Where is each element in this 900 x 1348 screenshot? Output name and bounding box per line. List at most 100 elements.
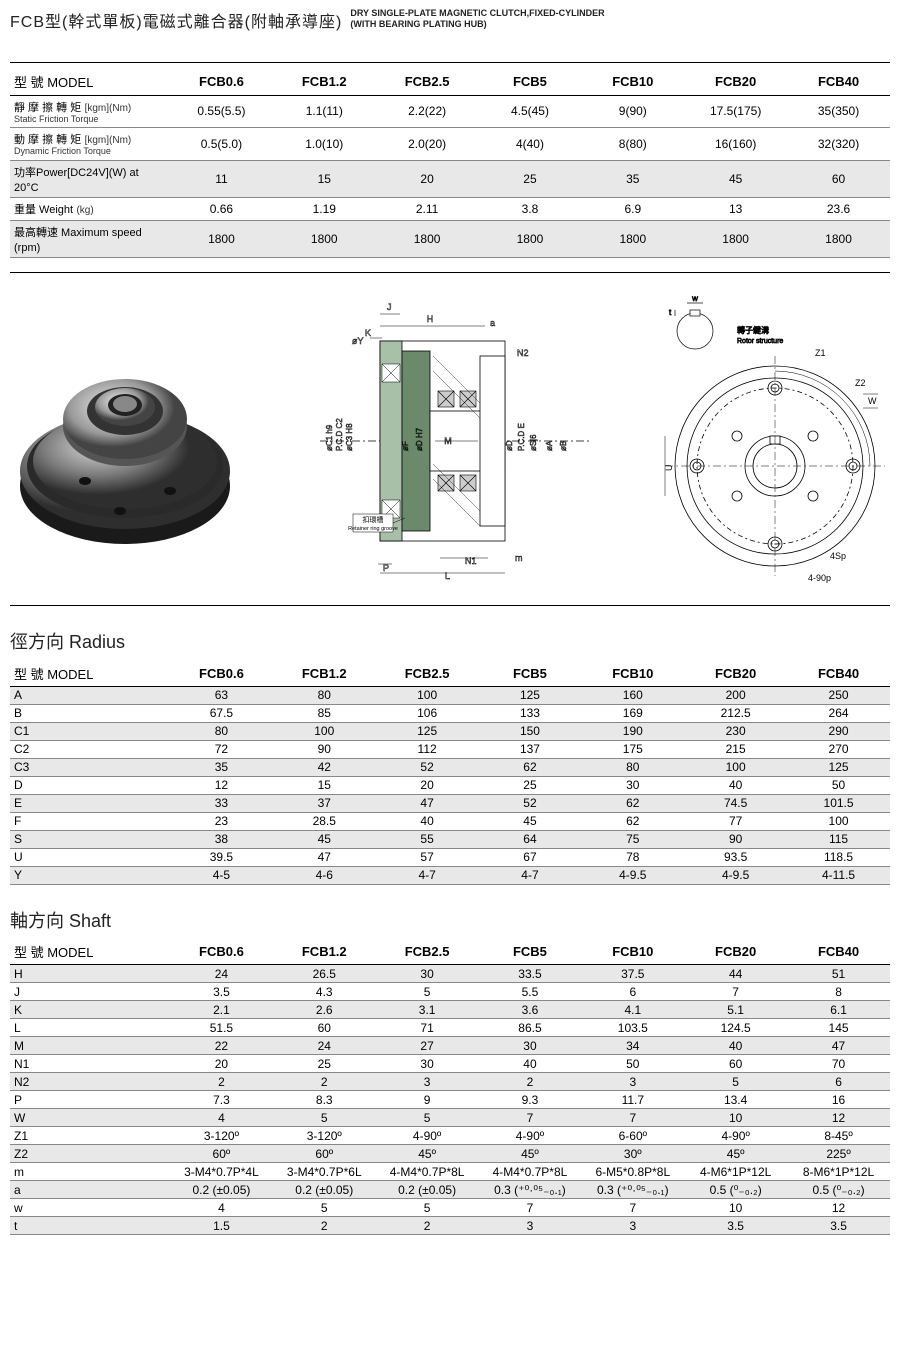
model-col: FCB1.2 [273,660,376,686]
dim-cell: 118.5 [787,848,890,866]
dim-cell: 2.6 [273,1001,376,1019]
dim-cell: 10 [684,1199,787,1217]
dim-row-label: a [10,1181,170,1199]
svg-text:P: P [383,563,389,573]
dim-cell: 190 [581,722,684,740]
dim-cell: 4-90º [684,1127,787,1145]
dim-cell: 47 [376,794,479,812]
spec-row-label: 動 摩 擦 轉 矩 [kgm](Nm)Dynamic Friction Torq… [10,128,170,161]
dim-cell: 23 [170,812,273,830]
section-shaft-title: 軸方向 Shaft [10,907,890,933]
dim-cell: 44 [684,965,787,983]
dim-cell: 4-6 [273,866,376,884]
radius-table: 型 號 MODELFCB0.6FCB1.2FCB2.5FCB5FCB10FCB2… [10,660,890,885]
dim-cell: 100 [376,686,479,704]
spec-cell: 3.8 [479,198,582,221]
spec-cell: 1800 [479,221,582,258]
dim-cell: 3 [581,1073,684,1091]
dim-cell: 100 [684,758,787,776]
dim-cell: 8-45º [787,1127,890,1145]
model-col: FCB0.6 [170,939,273,965]
svg-text:L: L [445,571,450,581]
dim-cell: 24 [273,1037,376,1055]
spec-row-label: 功率Power[DC24V](W) at 20°C [10,161,170,198]
model-col: FCB5 [479,660,582,686]
dim-cell: 5 [273,1199,376,1217]
spec-cell: 25 [479,161,582,198]
dim-cell: 3.5 [787,1217,890,1235]
dim-cell: 93.5 [684,848,787,866]
model-col: FCB20 [684,660,787,686]
dim-cell: 15 [273,776,376,794]
dim-row-label: U [10,848,170,866]
dim-cell: 10 [684,1109,787,1127]
dim-row-label: F [10,812,170,830]
svg-text:Retainer ring groove: Retainer ring groove [348,526,398,532]
dim-row-label: Z2 [10,1145,170,1163]
dim-cell: 50 [787,776,890,794]
model-col: FCB2.5 [376,660,479,686]
dim-cell: 7 [684,983,787,1001]
dim-cell: 101.5 [787,794,890,812]
dim-cell: 40 [376,812,479,830]
dim-row-label: H [10,965,170,983]
dim-cell: 4-7 [376,866,479,884]
dim-row-label: Y [10,866,170,884]
dim-cell: 75 [581,830,684,848]
spec-table: 型 號 MODELFCB0.6FCB1.2FCB2.5FCB5FCB10FCB2… [10,69,890,258]
dim-cell: 2.1 [170,1001,273,1019]
spec-cell: 1800 [376,221,479,258]
spec-cell: 13 [684,198,787,221]
dim-cell: 4-7 [479,866,582,884]
dim-cell: 2 [479,1073,582,1091]
spec-cell: 0.55(5.5) [170,95,273,128]
dim-cell: 51.5 [170,1019,273,1037]
dim-cell: 40 [684,776,787,794]
dim-cell: 30º [581,1145,684,1163]
dim-cell: 0.2 (±0.05) [273,1181,376,1199]
svg-text:W: W [868,396,877,406]
dim-cell: 67 [479,848,582,866]
dim-cell: 22 [170,1037,273,1055]
dim-cell: 60º [273,1145,376,1163]
dim-cell: 12 [170,776,273,794]
svg-text:øD: øD [505,440,514,451]
shaft-table: 型 號 MODELFCB0.6FCB1.2FCB2.5FCB5FCB10FCB2… [10,939,890,1236]
dim-cell: 125 [479,686,582,704]
dim-cell: 7 [581,1109,684,1127]
dim-cell: 290 [787,722,890,740]
dim-cell: 0.5 (⁰₋₀.₂) [787,1181,890,1199]
dim-cell: 7 [581,1199,684,1217]
model-header: 型 號 MODEL [10,69,170,95]
model-header: 型 號 MODEL [10,939,170,965]
dim-row-label: J [10,983,170,1001]
dim-cell: 3-120º [170,1127,273,1145]
dim-cell: 40 [684,1037,787,1055]
dim-cell: 12 [787,1199,890,1217]
dim-cell: 33.5 [479,965,582,983]
model-col: FCB40 [787,939,890,965]
dim-cell: 86.5 [479,1019,582,1037]
spec-cell: 1800 [787,221,890,258]
dim-cell: 100 [787,812,890,830]
dim-cell: 5 [273,1109,376,1127]
dim-cell: 103.5 [581,1019,684,1037]
divider [10,605,890,606]
dim-cell: 3.1 [376,1001,479,1019]
dim-cell: 72 [170,740,273,758]
model-col: FCB10 [581,69,684,95]
dim-cell: 39.5 [170,848,273,866]
svg-text:Z1: Z1 [815,348,826,358]
dim-cell: 57 [376,848,479,866]
dim-cell: 62 [479,758,582,776]
dim-cell: 4-90º [479,1127,582,1145]
svg-text:U: U [664,465,674,472]
dim-cell: 125 [376,722,479,740]
dim-cell: 0.3 (⁺⁰·⁰⁵₋₀.₁) [581,1181,684,1199]
spec-cell: 9(90) [581,95,684,128]
svg-text:扣環槽: 扣環槽 [363,515,384,524]
spec-cell: 1800 [581,221,684,258]
dim-cell: 3 [479,1217,582,1235]
dim-cell: 215 [684,740,787,758]
model-col: FCB2.5 [376,939,479,965]
